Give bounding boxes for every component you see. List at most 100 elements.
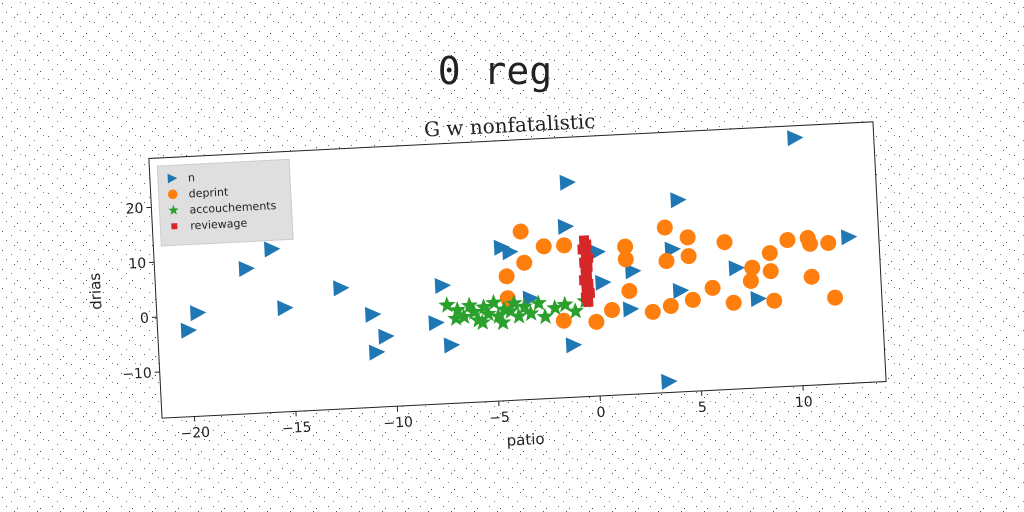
x-tick-label: 5 [698, 400, 708, 416]
point-triangle-right [428, 315, 445, 332]
x-tick-label: −15 [282, 420, 312, 437]
point-circle [512, 223, 529, 240]
legend-label: reviewage [190, 217, 248, 233]
point-triangle-right [589, 244, 606, 261]
point-triangle-right [661, 373, 678, 390]
point-star [494, 313, 512, 331]
x-tick-label: 0 [596, 405, 606, 421]
point-star [479, 305, 497, 322]
point-circle [827, 289, 844, 306]
point-circle [762, 263, 779, 280]
point-triangle-right [595, 274, 612, 291]
point-triangle-right [189, 305, 207, 322]
legend-box [156, 158, 294, 247]
point-triangle-right [333, 280, 350, 297]
point-star [510, 307, 528, 324]
point-circle [535, 238, 552, 255]
point-circle [621, 283, 638, 300]
point-star [546, 299, 564, 316]
x-tick-label: 10 [795, 394, 814, 411]
point-triangle-right [493, 239, 511, 256]
point-square [583, 296, 594, 308]
point-circle [556, 237, 573, 254]
suptitle: 0 reg [438, 49, 552, 93]
point-circle [679, 229, 696, 246]
point-triangle-right [167, 173, 178, 184]
point-circle [644, 303, 661, 320]
legend-label: accouchements [189, 199, 277, 216]
point-circle [658, 253, 675, 270]
point-circle [803, 268, 820, 285]
point-triangle-right [364, 306, 382, 323]
point-circle [725, 294, 742, 311]
legend-label: n [188, 171, 196, 184]
point-circle [555, 312, 572, 329]
point-circle [604, 302, 621, 319]
point-circle [516, 254, 533, 271]
point-triangle-right [625, 263, 642, 280]
point-star [485, 293, 503, 311]
y-axis-label: drias [86, 272, 106, 310]
point-triangle-right [670, 192, 687, 209]
y-tick-label: 10 [128, 256, 147, 273]
point-triangle-right [750, 291, 767, 308]
point-star [505, 294, 523, 311]
plot-area [148, 121, 887, 419]
point-circle [744, 259, 761, 276]
point-circle [761, 245, 778, 262]
point-circle [820, 234, 837, 251]
point-triangle-right [840, 229, 858, 246]
point-triangle-right [728, 260, 745, 277]
point-star [473, 313, 491, 331]
point-square [171, 223, 178, 230]
point-circle [617, 238, 634, 255]
point-triangle-right [557, 218, 575, 235]
point-circle [779, 232, 796, 249]
y-tick-label: −10 [122, 365, 152, 382]
point-circle [588, 313, 605, 330]
point-star [455, 307, 473, 325]
axes: G w nonfatalistic patio drias −20 −15 −10−… [86, 109, 887, 450]
point-star [447, 309, 465, 327]
point-circle [766, 292, 783, 309]
point-triangle-right [559, 174, 576, 191]
x-tick-label: −20 [180, 425, 210, 442]
point-triangle-right [565, 337, 583, 354]
point-star [515, 297, 533, 315]
point-triangle-right [522, 290, 540, 307]
point-triangle-right [787, 130, 804, 147]
point-triangle-right [378, 328, 395, 345]
point-star [536, 307, 554, 325]
x-axis-label: patio [506, 430, 545, 450]
point-circle [498, 268, 515, 285]
y-tick-label: 0 [140, 311, 150, 327]
point-triangle-right [238, 260, 255, 277]
x-tick-label: −10 [383, 414, 413, 431]
point-star [168, 204, 179, 215]
point-circle [617, 251, 634, 268]
point-triangle-right [264, 241, 281, 258]
point-triangle-right [672, 282, 690, 299]
point-triangle-right [277, 300, 294, 317]
point-triangle-right [434, 277, 452, 294]
point-triangle-right [443, 337, 461, 354]
point-circle [680, 248, 697, 265]
point-triangle-right [368, 344, 386, 361]
point-circle [656, 219, 673, 236]
legend-label: deprint [188, 185, 229, 200]
point-circle [802, 235, 819, 252]
point-circle [167, 189, 178, 200]
point-circle [742, 272, 759, 289]
point-star [556, 295, 574, 313]
point-circle [704, 279, 721, 296]
point-star [522, 304, 540, 322]
point-triangle-right [622, 301, 640, 318]
x-tick-label: −5 [489, 410, 510, 427]
point-circle [662, 297, 679, 314]
y-tick-label: 20 [125, 201, 144, 218]
points [180, 130, 858, 390]
point-star [529, 294, 547, 311]
point-star [566, 302, 584, 319]
